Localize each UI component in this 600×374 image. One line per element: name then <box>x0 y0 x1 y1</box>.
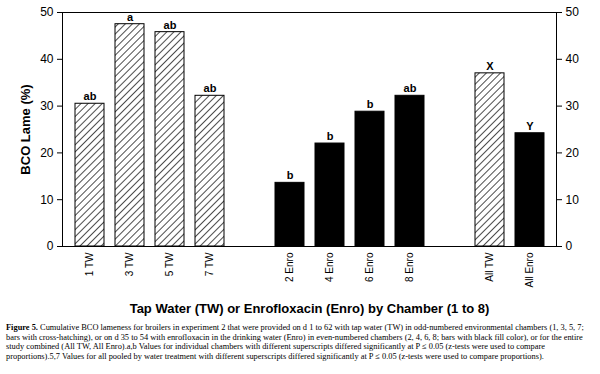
svg-text:ab: ab <box>84 90 97 102</box>
svg-text:10: 10 <box>40 193 54 207</box>
svg-text:X: X <box>486 60 494 72</box>
svg-text:6 Enro: 6 Enro <box>364 252 375 282</box>
svg-text:b: b <box>327 130 334 142</box>
svg-text:a: a <box>126 10 134 23</box>
svg-text:1 TW: 1 TW <box>84 252 95 276</box>
svg-text:20: 20 <box>40 146 54 160</box>
svg-text:30: 30 <box>566 99 580 113</box>
svg-text:All TW: All TW <box>484 252 495 282</box>
svg-text:Y: Y <box>526 120 534 132</box>
svg-text:All Enro: All Enro <box>524 252 535 287</box>
svg-text:20: 20 <box>566 146 580 160</box>
svg-text:Tap Water (TW) or Enrofloxacin: Tap Water (TW) or Enrofloxacin (Enro) by… <box>130 301 490 316</box>
svg-text:ab: ab <box>404 82 417 94</box>
html-text:Figure 5. Cumulative BCO lamen: Figure 5. Cumulative BCO lameness for br… <box>6 323 584 361</box>
svg-text:0: 0 <box>566 239 573 253</box>
svg-text:2 Enro: 2 Enro <box>284 252 295 282</box>
svg-text:40: 40 <box>566 52 580 66</box>
svg-text:b: b <box>287 169 294 181</box>
svg-text:ab: ab <box>164 19 177 31</box>
svg-text:8 Enro: 8 Enro <box>404 252 415 282</box>
svg-text:50: 50 <box>40 5 54 19</box>
svg-text:b: b <box>367 98 374 110</box>
svg-text:ab: ab <box>204 82 217 94</box>
svg-text:7 TW: 7 TW <box>204 252 215 276</box>
svg-text:10: 10 <box>566 193 580 207</box>
svg-text:50: 50 <box>566 5 580 19</box>
svg-text:0: 0 <box>47 239 54 253</box>
svg-text:3 TW: 3 TW <box>124 252 135 276</box>
svg-text:30: 30 <box>40 99 54 113</box>
svg-text:40: 40 <box>40 52 54 66</box>
svg-text:4 Enro: 4 Enro <box>324 252 335 282</box>
svg-text:5 TW: 5 TW <box>164 252 175 276</box>
svg-text:BCO Lame (%): BCO Lame (%) <box>18 84 33 174</box>
